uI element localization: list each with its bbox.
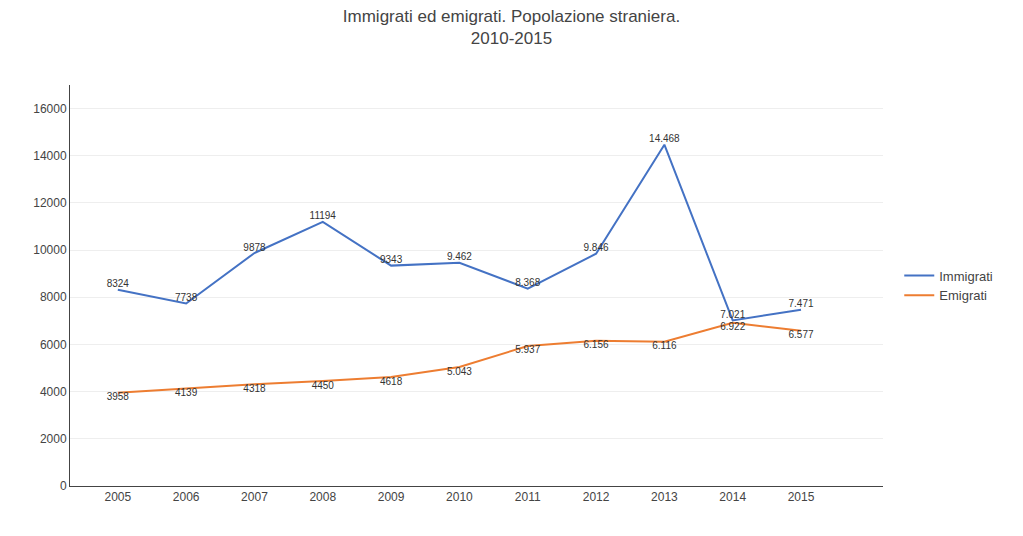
svg-text:9878: 9878 bbox=[243, 242, 266, 253]
svg-text:7.471: 7.471 bbox=[789, 298, 814, 309]
svg-text:2012: 2012 bbox=[583, 490, 610, 504]
svg-text:2000: 2000 bbox=[40, 432, 67, 446]
svg-text:4139: 4139 bbox=[175, 387, 198, 398]
svg-text:Immigrati ed emigrati. Popolaz: Immigrati ed emigrati. Popolazione stran… bbox=[343, 7, 680, 48]
svg-text:0: 0 bbox=[60, 479, 67, 493]
svg-text:3958: 3958 bbox=[107, 391, 130, 402]
svg-text:6.116: 6.116 bbox=[652, 340, 677, 351]
svg-text:2010: 2010 bbox=[446, 490, 473, 504]
svg-text:8000: 8000 bbox=[40, 290, 67, 304]
svg-text:4000: 4000 bbox=[40, 385, 67, 399]
svg-text:4318: 4318 bbox=[243, 383, 266, 394]
svg-text:14.468: 14.468 bbox=[649, 133, 680, 144]
svg-text:2005: 2005 bbox=[104, 490, 131, 504]
svg-text:2007: 2007 bbox=[241, 490, 268, 504]
svg-text:6.922: 6.922 bbox=[720, 321, 745, 332]
svg-text:11194: 11194 bbox=[310, 210, 337, 221]
svg-text:2006: 2006 bbox=[173, 490, 200, 504]
svg-text:4618: 4618 bbox=[380, 376, 403, 387]
svg-text:2013: 2013 bbox=[651, 490, 678, 504]
svg-text:12000: 12000 bbox=[33, 196, 67, 210]
svg-text:16000: 16000 bbox=[33, 102, 67, 116]
svg-text:8324: 8324 bbox=[107, 278, 130, 289]
svg-text:6.156: 6.156 bbox=[584, 339, 609, 350]
svg-text:8.368: 8.368 bbox=[515, 277, 540, 288]
svg-text:6000: 6000 bbox=[40, 338, 67, 352]
svg-text:7.021: 7.021 bbox=[720, 309, 745, 320]
svg-text:5.043: 5.043 bbox=[447, 366, 472, 377]
svg-text:9343: 9343 bbox=[380, 254, 403, 265]
svg-text:2015: 2015 bbox=[788, 490, 815, 504]
svg-text:2011: 2011 bbox=[515, 490, 541, 504]
svg-text:2008: 2008 bbox=[309, 490, 336, 504]
svg-text:7738: 7738 bbox=[175, 292, 198, 303]
svg-text:Immigrati: Immigrati bbox=[939, 269, 993, 284]
svg-text:5.937: 5.937 bbox=[515, 344, 540, 355]
svg-text:4450: 4450 bbox=[312, 380, 335, 391]
svg-text:Emigrati: Emigrati bbox=[939, 288, 987, 303]
svg-text:2014: 2014 bbox=[719, 490, 746, 504]
svg-text:9.462: 9.462 bbox=[447, 251, 472, 262]
svg-text:6.577: 6.577 bbox=[789, 329, 814, 340]
svg-text:14000: 14000 bbox=[33, 149, 67, 163]
svg-text:2009: 2009 bbox=[378, 490, 405, 504]
svg-text:10000: 10000 bbox=[33, 243, 67, 257]
svg-text:9.846: 9.846 bbox=[584, 242, 609, 253]
